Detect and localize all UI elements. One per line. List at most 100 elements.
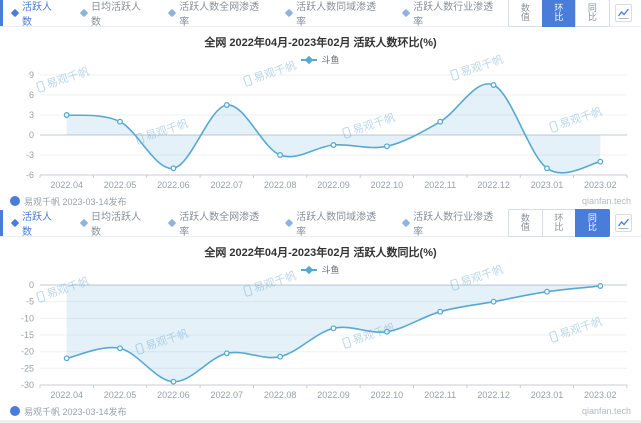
footer-site-link[interactable]: qianfan.tech	[581, 406, 631, 416]
svg-text:3: 3	[29, 110, 34, 120]
svg-text:2023.02: 2023.02	[584, 180, 617, 190]
view-mode-button-group: 数值 环比 同比	[508, 209, 610, 237]
view-mode-button[interactable]: 环比	[541, 209, 577, 237]
legend-label: 斗鱼	[321, 55, 340, 65]
metric-diamond-icon	[10, 218, 20, 228]
svg-text:2022.05: 2022.05	[104, 390, 137, 400]
legend-item[interactable]: 斗鱼	[0, 263, 641, 276]
metric-diamond-icon	[284, 8, 294, 18]
metric-diamond-icon	[401, 218, 411, 228]
line-chart-icon	[617, 218, 629, 229]
metric-diamond-icon	[10, 8, 20, 18]
panel-footer: 易观千帆 2023-03-14发布 qianfan.tech	[0, 405, 641, 420]
line-chart[interactable]: 9 6 3 0 -3 -6 2022.04 2022.05 2022.06 2022.07 2022…	[6, 67, 635, 195]
tab[interactable]: 活跃人数	[0, 210, 69, 238]
footer-publish-text: 易观千帆 2023-03-14发布	[24, 196, 127, 207]
view-mode-button[interactable]: 数值	[508, 0, 543, 27]
view-mode-button[interactable]: 数值	[508, 209, 543, 237]
legend-marker-icon	[301, 266, 318, 274]
svg-text:2022.06: 2022.06	[157, 180, 190, 190]
svg-text:2022.04: 2022.04	[50, 180, 83, 190]
metric-diamond-icon	[284, 218, 294, 228]
svg-text:2022.12: 2022.12	[477, 390, 510, 400]
tab-label: 日均活跃人数	[91, 2, 141, 28]
tab-label: 活跃人数同域渗透率	[296, 212, 377, 238]
footer-site-link[interactable]: qianfan.tech	[581, 196, 631, 206]
svg-text:2022.08: 2022.08	[264, 390, 297, 400]
chart-toolbar: 数值 环比 同比	[508, 209, 641, 237]
svg-text:2022.07: 2022.07	[211, 390, 244, 400]
metric-diamond-icon	[167, 8, 177, 18]
chart-type-button[interactable]	[614, 4, 632, 22]
svg-text:2022.10: 2022.10	[371, 390, 404, 400]
svg-text:9: 9	[29, 70, 34, 80]
footer-publish-text: 易观千帆 2023-03-14发布	[24, 406, 127, 417]
tab[interactable]: 活跃人数行业渗透率	[391, 210, 508, 238]
tab-label: 活跃人数	[22, 2, 52, 28]
chart-title: 全网 2022年04月-2023年02月 活跃人数环比(%)	[204, 37, 437, 49]
svg-text:2022.06: 2022.06	[157, 390, 190, 400]
svg-text:2022.11: 2022.11	[424, 180, 456, 190]
legend-item[interactable]: 斗鱼	[0, 53, 641, 66]
svg-text:2023.02: 2023.02	[584, 390, 617, 400]
svg-text:-15: -15	[21, 330, 34, 340]
tab[interactable]: 活跃人数全网渗透率	[157, 210, 274, 238]
metric-diamond-icon	[79, 218, 89, 228]
svg-text:2022.09: 2022.09	[317, 180, 350, 190]
chart-area: 全网 2022年04月-2023年02月 活跃人数同比(%) 斗鱼 0 -5 -10 -1…	[0, 237, 641, 405]
svg-text:2023.01: 2023.01	[531, 180, 564, 190]
svg-text:2022.10: 2022.10	[371, 180, 404, 190]
svg-text:2022.12: 2022.12	[477, 180, 510, 190]
metric-panel: 活跃人数 日均活跃人数 活跃人数全网渗透率 活跃人数同域渗透率 活跃人数行业渗透率 数值环…	[0, 209, 641, 420]
svg-text:2022.04: 2022.04	[50, 390, 83, 400]
svg-text:6: 6	[29, 90, 34, 100]
tab[interactable]: 活跃人数全网渗透率	[157, 0, 274, 28]
svg-text:2022.05: 2022.05	[104, 180, 137, 190]
brand-logo-icon	[10, 406, 20, 416]
view-mode-button[interactable]: 同比	[575, 209, 610, 237]
tab[interactable]: 活跃人数同域渗透率	[274, 210, 391, 238]
line-chart[interactable]: 0 -5 -10 -15 -20 -25 -30 2022.04 2022.05 2022.06 2…	[6, 277, 635, 405]
tab[interactable]: 活跃人数	[0, 0, 69, 28]
view-mode-button[interactable]: 环比	[541, 0, 577, 27]
metric-diamond-icon	[79, 8, 89, 18]
tab-label: 活跃人数全网渗透率	[179, 212, 260, 238]
metric-panel: 活跃人数 日均活跃人数 活跃人数全网渗透率 活跃人数同域渗透率 活跃人数行业渗透率 数值环…	[0, 0, 641, 210]
panel-footer: 易观千帆 2023-03-14发布 qianfan.tech	[0, 195, 641, 210]
svg-text:2023.01: 2023.01	[531, 390, 564, 400]
chart-area: 全网 2022年04月-2023年02月 活跃人数环比(%) 斗鱼 9 6 3 0 -3 -6…	[0, 27, 641, 195]
svg-text:2022.08: 2022.08	[264, 180, 297, 190]
svg-text:2022.07: 2022.07	[211, 180, 244, 190]
tab[interactable]: 活跃人数行业渗透率	[391, 0, 508, 28]
tab[interactable]: 活跃人数同域渗透率	[274, 0, 391, 28]
chart-title: 全网 2022年04月-2023年02月 活跃人数同比(%)	[204, 247, 437, 259]
footer-brand: 易观千帆 2023-03-14发布	[10, 195, 127, 208]
svg-text:-5: -5	[26, 297, 34, 307]
svg-text:2022.11: 2022.11	[424, 390, 456, 400]
svg-text:-10: -10	[21, 313, 34, 323]
chart-type-button[interactable]	[614, 214, 632, 232]
line-chart-icon	[617, 8, 629, 19]
legend-label: 斗鱼	[321, 265, 340, 275]
view-mode-button-group: 数值 环比 同比	[508, 0, 610, 27]
tab[interactable]: 日均活跃人数	[69, 210, 157, 238]
svg-text:0: 0	[29, 130, 34, 140]
tab-label: 活跃人数全网渗透率	[179, 2, 260, 28]
chart-toolbar: 数值 环比 同比	[508, 0, 641, 27]
svg-text:-3: -3	[26, 150, 34, 160]
tab-label: 活跃人数行业渗透率	[413, 2, 494, 28]
tab-label: 活跃人数	[22, 212, 52, 238]
svg-text:-25: -25	[21, 363, 34, 373]
svg-text:0: 0	[29, 280, 34, 290]
legend-marker-icon	[301, 56, 318, 64]
tab-label: 活跃人数同域渗透率	[296, 2, 377, 28]
svg-text:-20: -20	[21, 347, 34, 357]
view-mode-button[interactable]: 同比	[575, 0, 610, 27]
footer-brand: 易观千帆 2023-03-14发布	[10, 405, 127, 418]
metric-diamond-icon	[401, 8, 411, 18]
tab[interactable]: 日均活跃人数	[69, 0, 157, 28]
brand-logo-icon	[10, 196, 20, 206]
svg-text:-30: -30	[21, 380, 34, 390]
tab-label: 活跃人数行业渗透率	[413, 212, 494, 238]
